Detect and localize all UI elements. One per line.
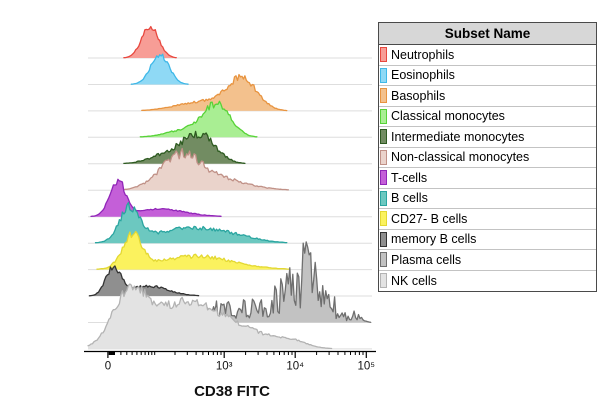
subset-color-swatch — [380, 252, 387, 268]
subset-label: B cells — [391, 191, 428, 206]
legend-row-classical-monocytes[interactable]: Classical monocytes — [379, 106, 596, 127]
legend-row-neutrophils[interactable]: Neutrophils — [379, 45, 596, 66]
histogram-outline-intermediate-monocytes — [123, 130, 246, 165]
histogram-fill-classical-monocytes — [140, 101, 257, 138]
legend-row-eosinophils[interactable]: Eosinophils — [379, 65, 596, 86]
x-axis: 0 10³ 10⁴ 10⁵ — [84, 350, 376, 373]
subset-label: Classical monocytes — [391, 109, 505, 124]
histogram-fill-plasma-cells — [141, 241, 371, 323]
subset-color-swatch — [380, 129, 387, 145]
x-axis-label: CD38 FITC — [194, 383, 270, 400]
histogram-fill-memory-b-cells — [89, 265, 199, 296]
legend-row-memory-b-cells[interactable]: memory B cells — [379, 229, 596, 250]
histogram-outline-memory-b-cells — [88, 265, 200, 297]
subset-color-swatch — [380, 273, 387, 289]
histogram-fill-eosinophils — [131, 54, 189, 85]
subset-color-swatch — [380, 88, 387, 104]
histograms — [87, 25, 372, 350]
subset-color-swatch — [380, 149, 387, 165]
tick-label: 10⁵ — [358, 361, 376, 373]
subset-label: Eosinophils — [391, 68, 455, 83]
subset-label: NK cells — [391, 273, 437, 288]
histogram-outline-b-cells — [94, 201, 288, 244]
legend-row-non-classical-monocytes[interactable]: Non-classical monocytes — [379, 147, 596, 168]
histogram-outline-t-cells — [90, 178, 222, 218]
histogram-outline-neutrophils — [123, 25, 177, 59]
histogram-fill-b-cells — [95, 202, 287, 244]
subset-label: memory B cells — [391, 232, 477, 247]
tick-label: 10³ — [216, 361, 233, 373]
legend-row-b-cells[interactable]: B cells — [379, 188, 596, 209]
histogram-fill-t-cells — [91, 179, 221, 217]
tick-label: 0 — [105, 361, 111, 373]
histogram-fill-cd27-b-cells — [97, 231, 290, 270]
subset-color-swatch — [380, 67, 387, 83]
legend-row-t-cells[interactable]: T-cells — [379, 168, 596, 189]
legend-table: Subset Name Neutrophils Eosinophils Basoph… — [378, 22, 597, 292]
histogram-fill-basophils — [141, 74, 287, 111]
histogram-outline-classical-monocytes — [139, 100, 258, 138]
histogram-fill-neutrophils — [123, 26, 177, 58]
subset-label: T-cells — [391, 170, 428, 185]
subset-color-swatch — [380, 211, 387, 227]
subset-label: Basophils — [391, 88, 446, 103]
tick-label: 10⁴ — [286, 361, 304, 373]
subset-color-swatch — [380, 108, 387, 124]
subset-label: CD27- B cells — [391, 211, 468, 226]
histogram-outline-non-classical-monocytes — [120, 147, 289, 191]
legend-row-basophils[interactable]: Basophils — [379, 86, 596, 107]
histogram-fill-non-classical-monocytes — [120, 148, 289, 191]
histogram-fill-intermediate-monocytes — [123, 131, 245, 164]
subset-label: Plasma cells — [391, 252, 462, 267]
subset-label: Neutrophils — [391, 47, 455, 62]
histogram-fill-nk-cells — [88, 284, 332, 349]
legend-row-nk-cells[interactable]: NK cells — [379, 270, 596, 291]
subset-color-swatch — [380, 190, 387, 206]
legend-row-intermediate-monocytes[interactable]: Intermediate monocytes — [379, 127, 596, 148]
subset-color-swatch — [380, 231, 387, 247]
histogram-outline-nk-cells — [87, 283, 333, 350]
subset-label: Intermediate monocytes — [391, 129, 525, 144]
histogram-outline-cd27-b-cells — [96, 230, 291, 270]
legend-row-cd27-b-cells[interactable]: CD27- B cells — [379, 209, 596, 230]
subset-color-swatch — [380, 170, 387, 186]
subset-label: Non-classical monocytes — [391, 150, 530, 165]
legend-body: Neutrophils Eosinophils Basophils Classical… — [379, 45, 596, 291]
histogram-outline-basophils — [141, 73, 288, 112]
histogram-outline-eosinophils — [130, 53, 189, 85]
legend-header: Subset Name — [379, 23, 596, 45]
subset-color-swatch — [380, 47, 387, 63]
legend-row-plasma-cells[interactable]: Plasma cells — [379, 250, 596, 271]
